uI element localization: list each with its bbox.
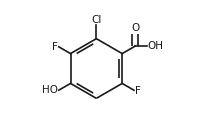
Text: O: O (131, 23, 139, 33)
Text: F: F (135, 86, 141, 96)
Text: OH: OH (148, 41, 164, 51)
Text: F: F (52, 42, 58, 52)
Text: HO: HO (42, 85, 58, 95)
Text: Cl: Cl (91, 15, 102, 25)
